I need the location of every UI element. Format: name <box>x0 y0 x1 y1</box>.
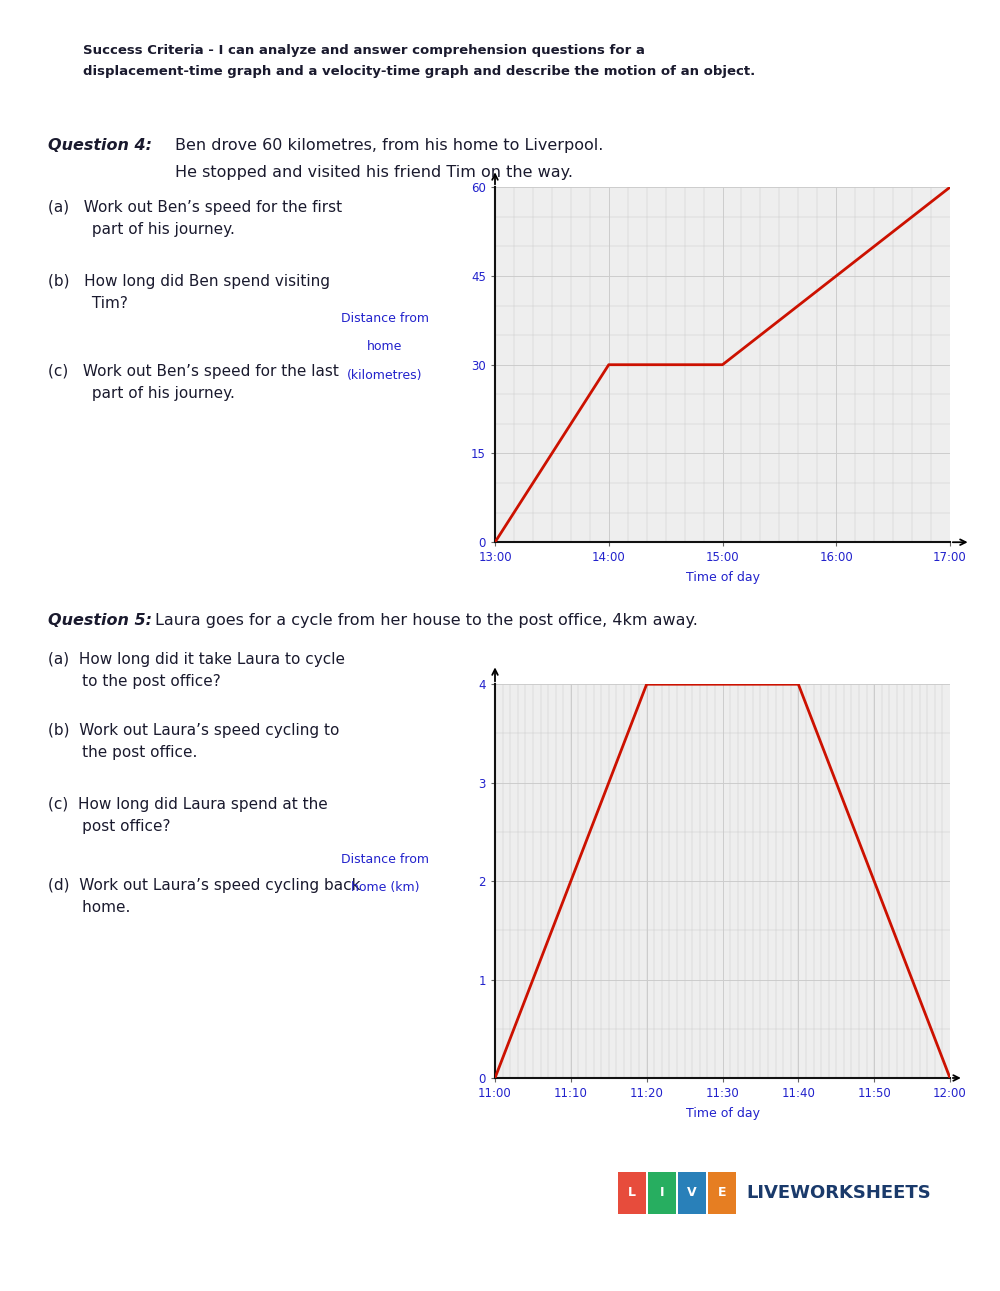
Text: Laura goes for a cycle from her house to the post office, 4km away.: Laura goes for a cycle from her house to… <box>155 613 698 629</box>
Text: (c)   Work out Ben’s speed for the last
         part of his journey.: (c) Work out Ben’s speed for the last pa… <box>48 364 339 402</box>
Text: Ben drove 60 kilometres, from his home to Liverpool.: Ben drove 60 kilometres, from his home t… <box>175 138 603 154</box>
Text: LIVEWORKSHEETS: LIVEWORKSHEETS <box>746 1184 931 1202</box>
Text: Distance from: Distance from <box>341 312 429 325</box>
Text: I: I <box>660 1186 664 1199</box>
X-axis label: Time of day: Time of day <box>686 1106 760 1121</box>
Text: (a)   Work out Ben’s speed for the first
         part of his journey.: (a) Work out Ben’s speed for the first p… <box>48 200 342 238</box>
Text: (c)  How long did Laura spend at the
       post office?: (c) How long did Laura spend at the post… <box>48 797 328 834</box>
Text: L: L <box>628 1186 636 1199</box>
Text: Question 4:: Question 4: <box>48 138 152 154</box>
Text: (b)  Work out Laura’s speed cycling to
       the post office.: (b) Work out Laura’s speed cycling to th… <box>48 723 339 760</box>
Text: displacement-time graph and a velocity-time graph and describe the motion of an : displacement-time graph and a velocity-t… <box>83 65 755 77</box>
Text: Distance from: Distance from <box>341 852 429 865</box>
Text: (a)  How long did it take Laura to cycle
       to the post office?: (a) How long did it take Laura to cycle … <box>48 652 345 689</box>
Text: (kilometres): (kilometres) <box>347 369 423 382</box>
Text: Question 5:: Question 5: <box>48 613 152 629</box>
Text: home: home <box>367 341 403 354</box>
Text: home (km): home (km) <box>351 880 419 893</box>
Text: (b)   How long did Ben spend visiting
         Tim?: (b) How long did Ben spend visiting Tim? <box>48 274 330 311</box>
Text: E: E <box>718 1186 726 1199</box>
Text: Success Criteria - I can analyze and answer comprehension questions for a: Success Criteria - I can analyze and ans… <box>83 44 645 57</box>
Text: (d)  Work out Laura’s speed cycling back
       home.: (d) Work out Laura’s speed cycling back … <box>48 878 360 915</box>
X-axis label: Time of day: Time of day <box>686 571 760 585</box>
Text: V: V <box>687 1186 697 1199</box>
Text: He stopped and visited his friend Tim on the way.: He stopped and visited his friend Tim on… <box>175 165 573 181</box>
